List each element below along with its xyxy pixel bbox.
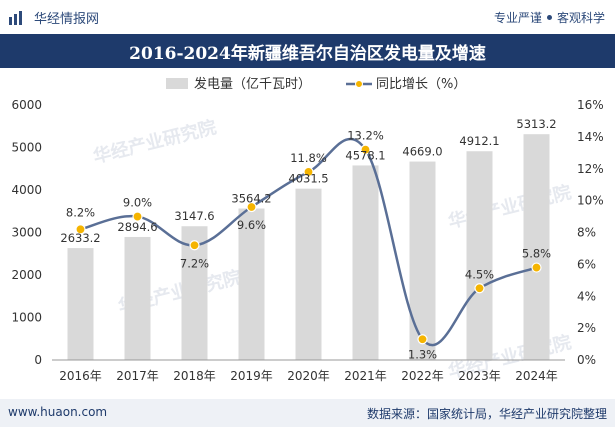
tagline-right: 客观科学	[556, 11, 605, 25]
bar-value-label: 4031.5	[288, 172, 328, 186]
y-right-tick-label: 16%	[577, 98, 604, 112]
y-right-tick-label: 14%	[577, 130, 604, 144]
bar-value-label: 4669.0	[402, 145, 442, 159]
separator-dot-icon	[546, 15, 552, 20]
growth-value-label: 1.3%	[408, 347, 437, 361]
bars	[67, 134, 550, 360]
growth-point	[132, 211, 143, 222]
footer-source: 数据来源：国家统计局，华经产业研究院整理	[366, 407, 607, 421]
y-right-tick-label: 8%	[577, 226, 596, 240]
brand-logo-icon	[9, 10, 22, 25]
x-tick-label: 2020年	[287, 369, 330, 383]
y-right-tick-label: 10%	[577, 194, 604, 208]
growth-value-label: 9.6%	[237, 218, 266, 232]
growth-value-label: 7.2%	[180, 256, 209, 270]
bar	[352, 165, 379, 360]
tagline: 专业严谨 客观科学	[494, 9, 605, 26]
y-left-tick-label: 4000	[11, 183, 42, 197]
x-tick-label: 2023年	[458, 369, 501, 383]
legend-bar-swatch	[166, 78, 188, 89]
growth-point	[246, 201, 257, 213]
x-tick-label: 2024年	[515, 369, 558, 383]
growth-point	[474, 283, 485, 294]
y-left-tick-label: 0	[34, 353, 42, 367]
x-tick-label: 2017年	[116, 369, 159, 383]
chart-title-bar: 2016-2024年新疆维吾尔自治区发电量及增速	[0, 34, 615, 68]
growth-value-label: 5.8%	[522, 247, 551, 261]
y-right-tick-label: 12%	[577, 162, 604, 176]
growth-value-label: 11.8%	[290, 151, 327, 165]
growth-point	[75, 224, 86, 235]
y-left-tick-label: 6000	[11, 98, 42, 112]
bar	[295, 188, 322, 360]
brand[interactable]: 华经情报网	[8, 8, 99, 27]
chart: 发电量（亿千瓦时） 同比增长（%） 华经产业研究院华经产业研究院华经产业研究院华…	[11, 76, 603, 383]
legend-line-label: 同比增长（%）	[376, 77, 466, 92]
y-left-tick-label: 5000	[11, 141, 42, 155]
x-tick-label: 2016年	[59, 369, 102, 383]
x-tick-label: 2021年	[344, 369, 387, 383]
growth-value-label: 9.0%	[123, 196, 152, 210]
bar	[466, 151, 493, 360]
bar-value-label: 3147.6	[174, 209, 214, 223]
legend: 发电量（亿千瓦时） 同比增长（%）	[166, 76, 466, 92]
growth-value-label: 4.5%	[465, 267, 494, 281]
y-right-tick-label: 0%	[577, 353, 596, 367]
y-left-tick-label: 2000	[11, 268, 42, 282]
y-right-tick-label: 2%	[577, 321, 596, 335]
bar-value-label: 3564.2	[231, 192, 271, 206]
tagline-left: 专业严谨	[493, 11, 542, 25]
x-tick-label: 2019年	[230, 369, 273, 383]
bar	[67, 248, 94, 360]
bar-value-label: 4578.1	[345, 148, 385, 162]
legend-bar-label: 发电量（亿千瓦时）	[194, 76, 311, 92]
footer-url[interactable]: www.huaon.com	[8, 405, 108, 419]
growth-point	[417, 334, 428, 345]
growth-point	[531, 262, 542, 273]
growth-labels: 8.2% 9.0% 7.2% 9.6% 11.8% 13.2% 1.3% 4.5% 5.8%	[66, 129, 551, 362]
growth-value-label: 8.2%	[66, 205, 95, 219]
footer: www.huaon.com 数据来源：国家统计局，华经产业研究院整理	[0, 399, 615, 427]
bar-value-label: 4912.1	[459, 134, 499, 148]
y-left-tick-label: 3000	[11, 226, 42, 240]
growth-point	[360, 144, 371, 155]
y-right-tick-label: 4%	[577, 289, 596, 303]
bar-value-label: 2894.6	[117, 220, 157, 234]
bar	[124, 236, 151, 360]
bar	[238, 208, 265, 360]
top-bar: 华经情报网 专业严谨 客观科学	[0, 0, 615, 34]
x-tick-label: 2022年	[401, 369, 444, 383]
bar	[523, 134, 550, 360]
watermark-text: 华经产业研究院	[91, 116, 219, 168]
legend-line-marker	[355, 80, 363, 88]
y-left-tick-label: 1000	[11, 311, 42, 325]
growth-point	[303, 166, 314, 178]
bar-value-label: 5313.2	[516, 117, 556, 131]
bar-value-label: 2633.2	[60, 231, 100, 245]
y-right-tick-label: 6%	[577, 257, 596, 271]
watermark-text: 华经产业研究院	[446, 181, 574, 233]
x-tick-label: 2018年	[173, 369, 216, 383]
growth-value-label: 13.2%	[347, 129, 384, 143]
bar-labels: 2633.2 2894.6 3147.6 3564.2 4031.5 4578.1 4669…	[60, 117, 556, 245]
growth-line-layer	[75, 137, 542, 347]
bar	[409, 161, 436, 360]
growth-line	[80, 137, 537, 347]
brand-name: 华经情报网	[34, 12, 100, 27]
axes: 0 1000 2000 3000 4000 5000 6000 0% 2% 4% 6% 8% 10% 12…	[11, 98, 603, 383]
growth-point	[189, 240, 200, 251]
chart-title: 2016-2024年新疆维吾尔自治区发电量及增速	[129, 43, 486, 64]
